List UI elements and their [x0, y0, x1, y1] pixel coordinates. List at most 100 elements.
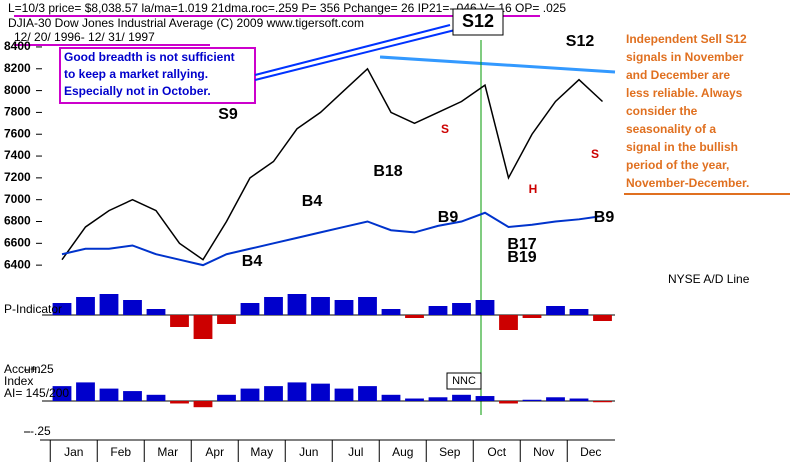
note-line: seasonality of a: [626, 122, 716, 136]
bar: [334, 300, 354, 315]
bar: [123, 300, 142, 315]
pointer: [254, 24, 451, 76]
note-group: Independent Sell S12 signals in November…: [624, 32, 790, 195]
bar: [170, 401, 189, 404]
bar: [52, 303, 72, 315]
bar: [52, 386, 72, 401]
bar: [452, 303, 471, 315]
x-tick-label: Feb: [110, 445, 131, 459]
y-tick-label: +.25: [30, 362, 54, 376]
signal-label: S: [441, 122, 449, 136]
y-tick-label: 6600: [4, 235, 31, 249]
bar: [358, 297, 377, 315]
bar: [193, 401, 213, 408]
bar: [99, 294, 119, 315]
date-range: 12/ 20/ 1996- 12/ 31/ 1997: [14, 30, 155, 44]
note-line: Independent Sell S12: [626, 32, 747, 46]
bar: [287, 382, 307, 401]
bar: [499, 315, 518, 330]
signal-label: S12: [566, 33, 595, 50]
panel-label: Index: [4, 374, 33, 388]
x-tick-label: Aug: [392, 445, 413, 459]
x-tick-label: May: [250, 445, 273, 459]
bar: [334, 388, 354, 401]
bar: [146, 394, 166, 401]
signal-box: [452, 8, 504, 36]
bar: [593, 315, 612, 321]
x-tick-label: Jul: [348, 445, 363, 459]
series-label: NYSE A/D Line: [668, 272, 750, 286]
bar: [405, 315, 424, 318]
bar: [522, 399, 542, 401]
y-tick-label: 6400: [4, 257, 31, 271]
bar: [287, 294, 307, 315]
x-tick-label: Jun: [299, 445, 318, 459]
bar: [546, 397, 565, 401]
bar: [217, 315, 236, 324]
signal-label: B4: [302, 193, 323, 210]
note-line: to keep a market rallying.: [64, 67, 208, 81]
note-line: signal in the bullish: [626, 140, 738, 154]
note-line: Especially not in October.: [64, 84, 211, 98]
x-tick-label: Dec: [580, 445, 601, 459]
annotation-box: [446, 372, 482, 390]
note-line: consider the: [626, 104, 698, 118]
bar: [381, 394, 401, 401]
y-tick-label: 7800: [4, 105, 31, 119]
bar: [405, 398, 424, 401]
bar: [193, 315, 213, 339]
bar: [76, 382, 95, 401]
bar: [240, 303, 260, 315]
bar: [311, 297, 330, 315]
signal-label: S: [591, 147, 599, 161]
pointer: [254, 29, 456, 81]
note-line: Good breadth is not sufficient: [64, 50, 235, 64]
signal-label: B19: [507, 249, 536, 266]
bar: [146, 309, 166, 315]
x-tick-label: Apr: [205, 445, 224, 459]
signal-label: B18: [373, 163, 402, 180]
bar: [358, 386, 377, 401]
header-line: DJIA-30 Dow Jones Industrial Average (C)…: [8, 16, 364, 30]
note-line: and December are: [626, 68, 730, 82]
note-line: signals in November: [626, 50, 744, 64]
panel-label: AI= 145/200: [4, 386, 69, 400]
y-tick-label: 8000: [4, 83, 31, 97]
y-tick-label: 8200: [4, 61, 31, 75]
x-tick-label: Jan: [64, 445, 83, 459]
bar: [76, 297, 95, 315]
signal-label: S9: [218, 106, 238, 123]
y-tick-label: 7400: [4, 148, 31, 162]
bar: [170, 315, 189, 327]
x-tick-label: Mar: [157, 445, 178, 459]
series-line: [61, 67, 604, 261]
trend-line: [379, 55, 616, 74]
x-tick-label: Sep: [439, 445, 461, 459]
signal-label: B9: [438, 209, 459, 226]
bar: [452, 394, 471, 401]
y-tick-label: 7600: [4, 126, 31, 140]
note-line: November-December.: [626, 176, 749, 190]
bar: [546, 306, 565, 315]
y-tick-label: -.25: [30, 424, 51, 438]
note-box: [59, 47, 256, 104]
x-tick-label: Oct: [487, 445, 506, 459]
bar: [428, 397, 448, 401]
header-line: L=10/3 price= $8,038.57 la/ma=1.019 21dm…: [8, 1, 566, 15]
x-tick-label: Nov: [533, 445, 554, 459]
y-tick-label: 6800: [4, 214, 31, 228]
panel-title: P-Indicator: [4, 302, 62, 316]
bar: [499, 401, 518, 404]
y-tick-label: 7000: [4, 192, 31, 206]
signal-label: S12: [462, 11, 494, 31]
note-line: period of the year,: [626, 158, 729, 172]
bar: [593, 401, 612, 403]
panel-label: Accum: [4, 362, 41, 376]
note-line: less reliable. Always: [626, 86, 743, 100]
bar: [123, 391, 142, 401]
bar: [475, 300, 495, 315]
bar: [475, 396, 495, 401]
signal-label: H: [529, 182, 538, 196]
bar: [217, 394, 236, 401]
